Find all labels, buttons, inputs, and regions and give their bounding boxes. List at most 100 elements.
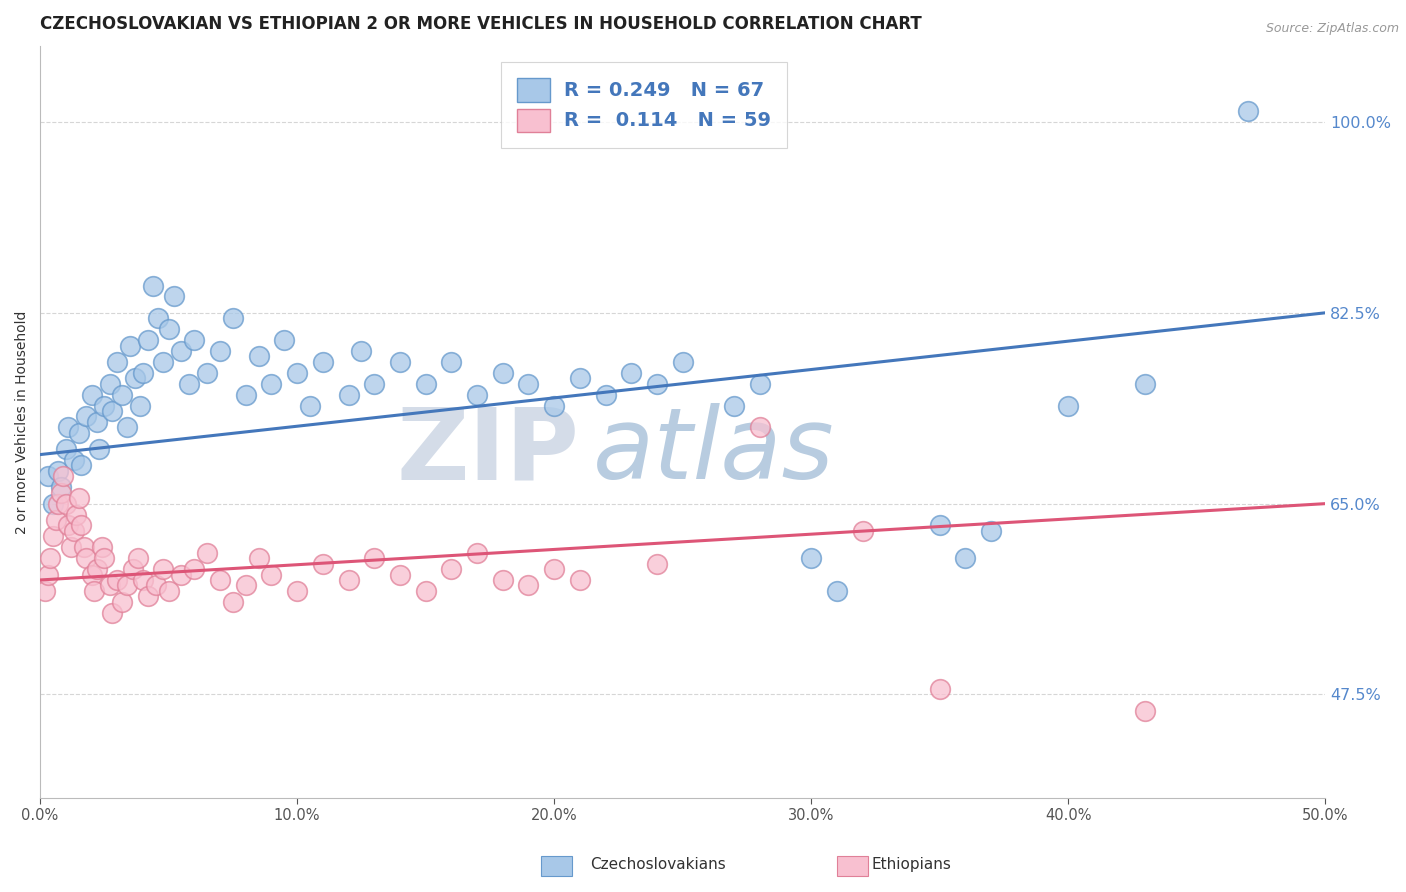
Point [800,551,823,566]
Point [117,578,139,592]
Point [543,399,565,413]
Point [152,562,174,576]
Point [337,387,360,401]
Point [65,508,87,522]
Point [312,557,335,571]
Point [645,557,668,571]
Legend: R = 0.249   N = 67, R =  0.114   N = 59: R = 0.249 N = 67, R = 0.114 N = 59 [501,62,787,148]
Point [90,541,112,555]
Point [55,442,77,457]
Point [136,333,159,347]
Point [980,524,1002,538]
Point [111,387,134,401]
Point [260,567,283,582]
Point [183,333,205,347]
Point [73,541,96,555]
Point [59,541,82,555]
Point [235,578,257,592]
Point [1057,399,1080,413]
Point [132,573,155,587]
Point [80,567,103,582]
Point [37,469,59,483]
Point [49,480,72,494]
Point [183,562,205,576]
Point [127,551,149,566]
Point [247,350,270,364]
Point [120,338,142,352]
Point [98,376,121,391]
Point [86,415,108,429]
Point [136,590,159,604]
Point [415,376,437,391]
Point [465,387,488,401]
Point [440,562,463,576]
Point [75,409,97,424]
Text: CZECHOSLOVAKIAN VS ETHIOPIAN 2 OR MORE VEHICLES IN HOUSEHOLD CORRELATION CHART: CZECHOSLOVAKIAN VS ETHIOPIAN 2 OR MORE V… [41,15,922,33]
Point [49,485,72,500]
Point [955,551,977,566]
Point [105,573,128,587]
Point [67,491,90,506]
Point [93,399,115,413]
Point [124,371,146,385]
Point [142,278,165,293]
Point [105,355,128,369]
Point [595,387,617,401]
Point [93,551,115,566]
Point [121,562,143,576]
Point [157,322,180,336]
Point [163,289,186,303]
Point [388,355,411,369]
Point [1135,376,1157,391]
Text: Source: ZipAtlas.com: Source: ZipAtlas.com [1265,22,1399,36]
Point [1135,704,1157,718]
Point [440,355,463,369]
Point [148,311,170,326]
Point [337,573,360,587]
Point [1237,104,1260,119]
Point [101,606,124,620]
Point [851,524,873,538]
Point [415,583,437,598]
Point [34,583,56,598]
Point [620,366,643,380]
Point [222,311,245,326]
Point [89,442,111,457]
Point [52,469,75,483]
Point [129,399,152,413]
Point [70,518,93,533]
Point [55,497,77,511]
Point [298,399,321,413]
Point [170,567,193,582]
Point [98,578,121,592]
Point [62,453,84,467]
Point [195,366,218,380]
Point [75,551,97,566]
Point [195,546,218,560]
Point [260,376,283,391]
Point [465,546,488,560]
Point [152,355,174,369]
Point [157,583,180,598]
Point [748,420,770,434]
Point [111,595,134,609]
Point [58,518,80,533]
Point [46,497,69,511]
Point [568,573,591,587]
Point [748,376,770,391]
Point [42,497,65,511]
Point [44,513,66,527]
Point [517,578,540,592]
Point [37,567,59,582]
Point [388,567,411,582]
Point [101,404,124,418]
Point [928,518,950,533]
Point [273,333,295,347]
Point [363,376,385,391]
Text: atlas: atlas [593,403,834,500]
Point [568,371,591,385]
Point [70,458,93,473]
Point [492,573,515,587]
Point [145,578,167,592]
Point [67,425,90,440]
